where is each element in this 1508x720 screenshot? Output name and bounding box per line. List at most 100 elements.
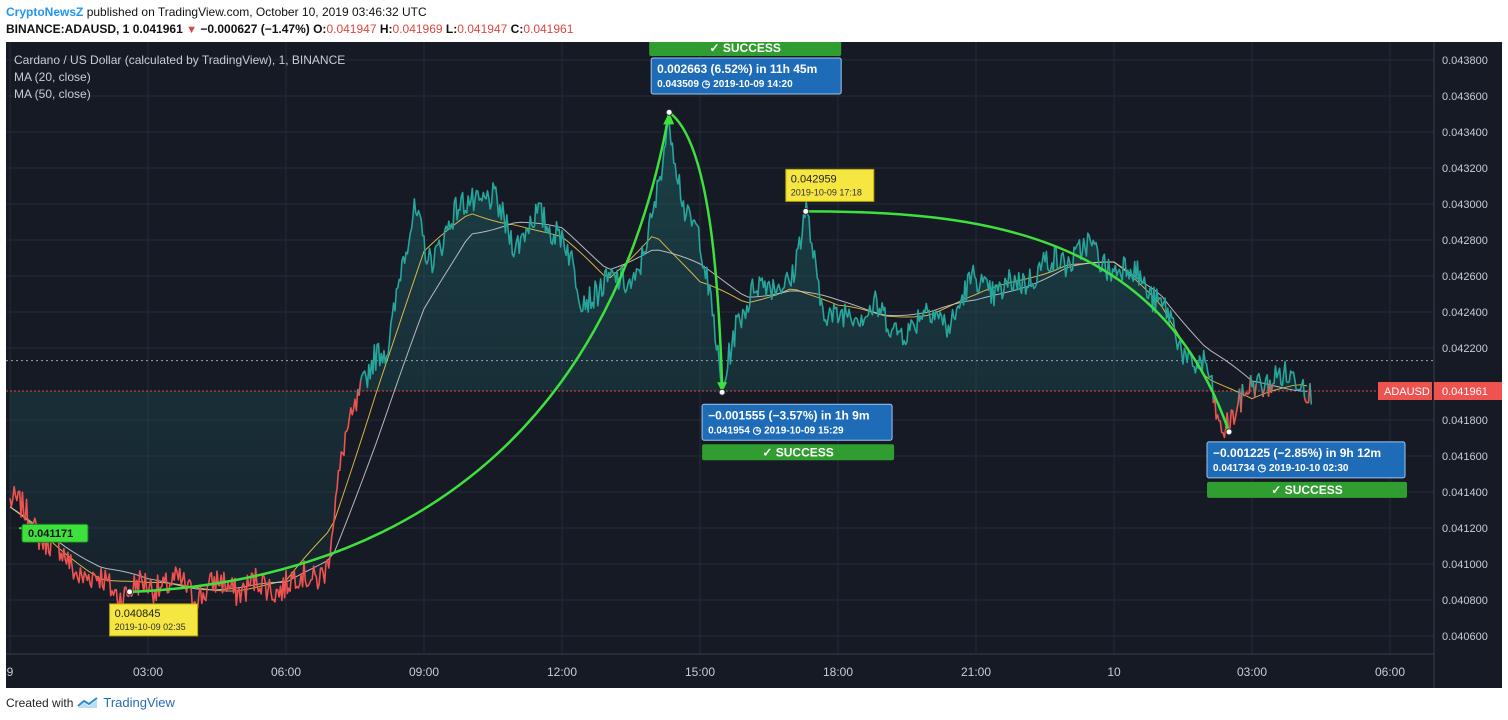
created-with-text: Created with [6, 695, 74, 710]
author-link[interactable]: CryptoNewsZ [6, 5, 84, 19]
y-tick-label-2: 0.043400 [1442, 127, 1488, 139]
projection-arrows [19, 111, 1231, 594]
high-mid-label-time: 2019-10-09 17:18 [791, 187, 862, 197]
down-target-dot-2 [1225, 428, 1233, 436]
symbol-price-tag-text: ADAUSD [1384, 386, 1430, 398]
x-tick-label-6: 18:00 [823, 665, 853, 679]
price-line-segment-0 [9, 388, 359, 612]
y-tick-label-5: 0.042800 [1442, 235, 1488, 247]
y-tick-label-13: 0.041000 [1442, 559, 1488, 571]
y-tick-label-4: 0.043000 [1442, 199, 1488, 211]
high-mid-label-box [785, 168, 875, 202]
low-value: 0.041947 [457, 22, 508, 36]
axis-price-tag-text: 0.041961 [1442, 386, 1488, 398]
area-fills [10, 111, 1312, 612]
area-fill [10, 111, 1312, 612]
left-price-tag [21, 523, 89, 543]
down-arrow-curve-2 [805, 210, 1231, 433]
chart-legend-title: Cardano / US Dollar (calculated by Tradi… [14, 53, 345, 67]
up-result-box [650, 57, 842, 95]
tradingview-logo-icon [77, 696, 98, 708]
y-tick-label-11: 0.041400 [1442, 487, 1488, 499]
high-value: 0.041969 [392, 22, 443, 36]
low-start-label-price: 0.040845 [115, 608, 161, 620]
y-tick-label-15: 0.040600 [1442, 631, 1488, 643]
legend-ma50[interactable]: MA (50, close) [14, 87, 91, 101]
y-tick-label-3: 0.043200 [1442, 163, 1488, 175]
up-arrowhead-icon [663, 112, 675, 125]
price-chart[interactable]: 0.043800 0.043600 0.043400 0.043200 0.043000… [6, 40, 1502, 688]
annotation-labels[interactable]: 0.040845 2019-10-09 02:35 0.042959 2019-10-… [14, 40, 1502, 637]
price-line-segment-2 [358, 380, 362, 396]
down-success-2-badge [1207, 481, 1407, 498]
axis-price-tag [1434, 382, 1502, 401]
close-value: 0.041961 [523, 22, 574, 36]
low-start-label-time: 2019-10-09 02:35 [115, 622, 186, 632]
tradingview-brand[interactable]: TradingView [103, 695, 175, 710]
symbol-label: BINANCE:ADAUSD, 1 [6, 22, 130, 36]
down-success-2-badge-text: ✓ SUCCESS [1271, 483, 1342, 497]
price-line-segment-16 [1270, 383, 1274, 394]
change-value: −0.000627 (−1.47%) [200, 22, 310, 36]
x-tick-label-3: 09:00 [409, 665, 439, 679]
open-value: 0.041947 [326, 22, 377, 36]
price-line-segment-17 [1272, 360, 1306, 398]
y-tick-label-1: 0.043600 [1442, 91, 1488, 103]
down-target-dot-1 [718, 388, 726, 396]
down-arrowhead-icon-1 [717, 382, 728, 393]
down-arrow-curve-1 [668, 111, 724, 385]
down-result-1-change: −0.001555 (−3.57%) in 1h 9m [708, 408, 869, 422]
open-label: O: [313, 22, 327, 36]
price-line-segment-13 [1263, 374, 1270, 397]
published-text: published on TradingView.com, October 10… [86, 5, 427, 19]
x-tick-label-0: 9 [7, 665, 14, 679]
price-line-segment-4 [1212, 388, 1241, 439]
up-result-change: 0.002663 (6.52%) in 11h 45m [657, 62, 817, 76]
x-tick-label-1: 03:00 [133, 665, 163, 679]
down-result-2-box [1206, 441, 1406, 479]
y-tick-label-12: 0.041200 [1442, 523, 1488, 535]
y-tick-label-7: 0.042400 [1442, 307, 1488, 319]
price-line-segment-7 [1241, 383, 1245, 397]
x-tick-label-8: 10 [1107, 665, 1121, 679]
left-price-tag-text: 0.041171 [28, 528, 73, 540]
price-line-segment-8 [1243, 375, 1252, 397]
y-tick-label-0: 0.043800 [1442, 55, 1488, 67]
up-arrow-curve [129, 112, 671, 594]
price-line-segment-19 [1309, 383, 1313, 405]
x-tick-label-2: 06:00 [271, 665, 301, 679]
high-mid-dot [802, 207, 810, 215]
legend-ma20[interactable]: MA (20, close) [14, 70, 91, 84]
x-tick-label-7: 21:00 [961, 665, 991, 679]
symbol-price-tag [1378, 382, 1432, 401]
publish-info: CryptoNewsZ published on TradingView.com… [6, 5, 427, 19]
down-result-2-detail: 0.041734 ◷ 2019-10-10 02:30 [1213, 463, 1349, 474]
price-line-segment-18 [1303, 383, 1311, 404]
chart-panel[interactable]: 0.043800 0.043600 0.043400 0.043200 0.043000… [6, 40, 1502, 688]
x-tick-label-4: 12:00 [547, 665, 577, 679]
time-axis[interactable]: 9 03:00 06:00 09:00 12:00 15:00 18:00 21:00 10 03… [7, 665, 1406, 679]
symbol-quote-line: BINANCE:ADAUSD, 1 0.041961 ▼ −0.000627 (… [6, 22, 573, 36]
high-mid-label-price: 0.042959 [791, 173, 837, 185]
last-price: 0.041961 [132, 22, 183, 36]
price-line-segment-3 [359, 110, 1215, 404]
x-tick-label-10: 06:00 [1375, 665, 1405, 679]
x-tick-label-9: 03:00 [1237, 665, 1267, 679]
y-tick-label-6: 0.042600 [1442, 271, 1488, 283]
up-success-badge [649, 40, 842, 56]
low-start-dot [126, 588, 134, 596]
up-success-badge-text: ✓ SUCCESS [709, 42, 780, 55]
low-label: L: [445, 22, 458, 36]
y-tick-label-10: 0.041600 [1442, 451, 1488, 463]
close-label: C: [510, 22, 524, 36]
price-axis[interactable]: 0.043800 0.043600 0.043400 0.043200 0.043000… [1442, 55, 1488, 643]
y-tick-label-9: 0.041800 [1442, 415, 1488, 427]
price-line-segment-10 [1253, 383, 1257, 398]
down-result-2-change: −0.001225 (−2.85%) in 9h 12m [1213, 446, 1381, 460]
price-line-segment-9 [1249, 375, 1256, 398]
y-tick-label-8: 0.042200 [1442, 343, 1488, 355]
y-tick-label-14: 0.040800 [1442, 595, 1488, 607]
down-triangle-icon: ▼ [186, 24, 197, 36]
footer: Created with TradingView [6, 695, 175, 710]
down-success-1-badge [702, 444, 895, 461]
